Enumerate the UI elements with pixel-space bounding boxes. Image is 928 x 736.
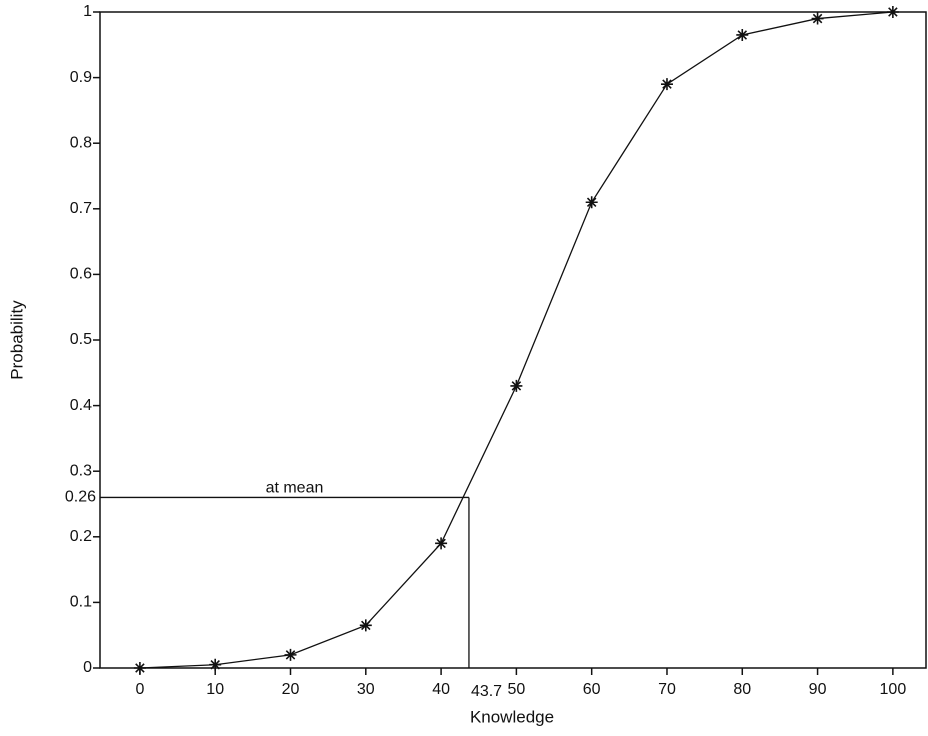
x-tick-label: 0	[135, 681, 144, 698]
y-tick-label: 0.8	[70, 134, 92, 151]
x-tick-label: 30	[357, 681, 375, 698]
x-tick-label: 60	[583, 681, 601, 698]
data-marker	[359, 619, 372, 632]
mean-y-label: 0.26	[65, 489, 96, 506]
plot-frame	[99, 11, 927, 669]
data-marker	[585, 196, 598, 209]
x-tick-label: 50	[507, 681, 525, 698]
data-marker	[660, 78, 673, 91]
x-tick-label: 100	[880, 681, 907, 698]
x-tick-label: 70	[658, 681, 676, 698]
y-tick-label: 0.9	[70, 69, 92, 86]
x-tick-label: 80	[733, 681, 751, 698]
data-marker	[886, 6, 899, 18]
y-axis-title: Probability	[7, 300, 26, 380]
data-marker	[209, 658, 222, 671]
data-marker	[284, 648, 297, 661]
x-tick-label: 90	[809, 681, 827, 698]
data-marker	[736, 28, 749, 41]
y-tick-label: 0.6	[70, 266, 92, 283]
mean-x-label: 43.7	[471, 683, 502, 700]
y-tick-label: 0.2	[70, 528, 92, 545]
y-tick-label: 0.7	[70, 200, 92, 217]
y-tick-label: 0	[83, 659, 92, 676]
data-marker	[133, 662, 146, 674]
x-tick-label: 40	[432, 681, 450, 698]
data-marker	[435, 537, 448, 550]
x-tick-label: 10	[206, 681, 224, 698]
x-tick-label: 20	[282, 681, 300, 698]
y-tick-label: 0.5	[70, 331, 92, 348]
data-line	[139, 11, 893, 669]
y-tick-label: 0.4	[70, 397, 92, 414]
x-axis-title: Knowledge	[470, 707, 554, 726]
y-tick-label: 1	[83, 3, 92, 20]
data-marker	[510, 379, 523, 392]
data-marker	[811, 12, 824, 25]
y-tick-label: 0.3	[70, 462, 92, 479]
mean-annotation: at mean	[266, 480, 324, 497]
y-tick-label: 0.1	[70, 594, 92, 611]
